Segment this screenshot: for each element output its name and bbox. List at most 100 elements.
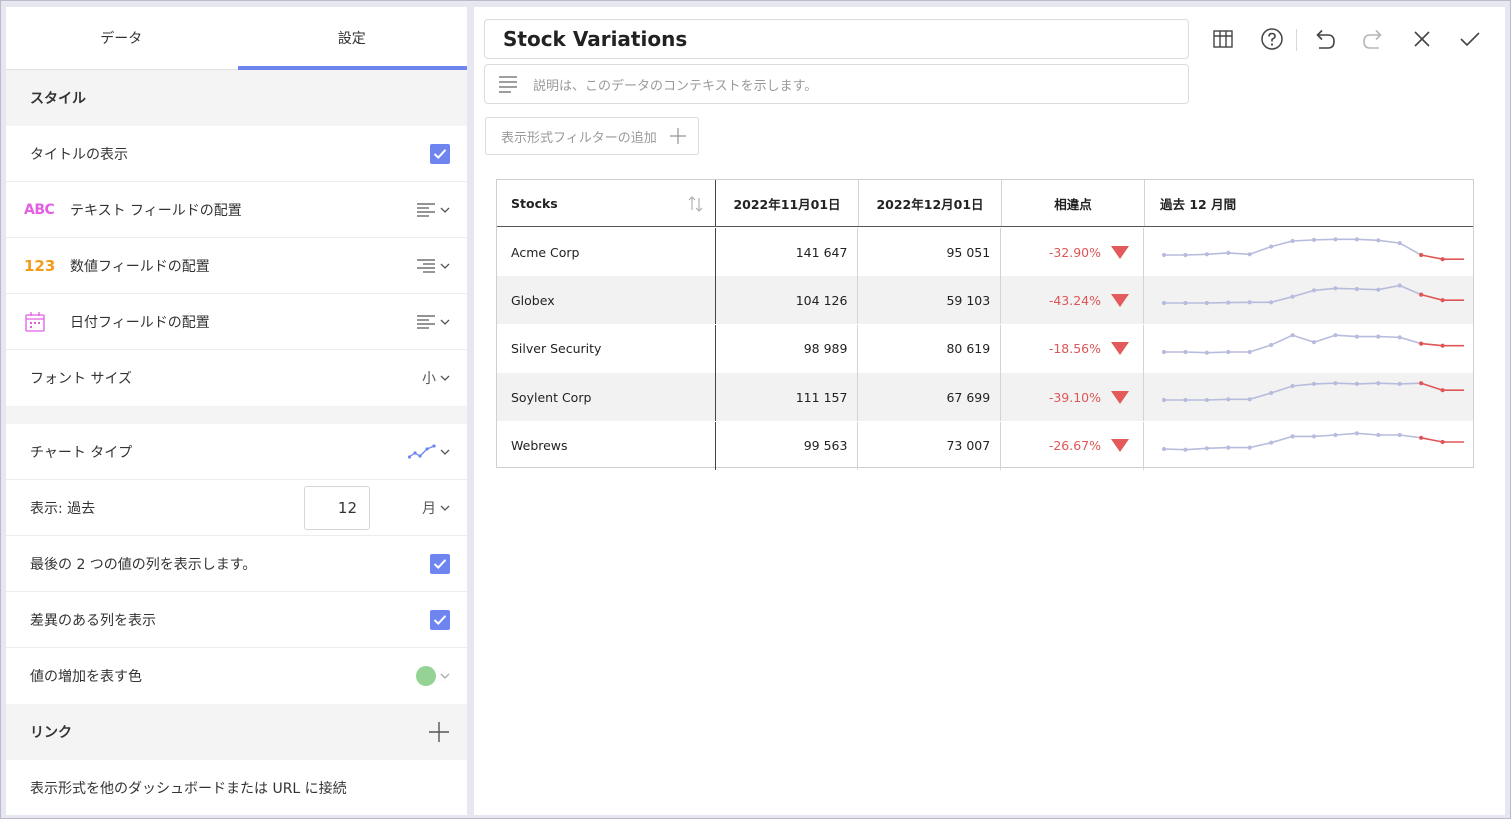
check-icon: [1460, 32, 1480, 47]
table-row[interactable]: Webrews 99 563 73 007 -26.67%: [497, 421, 1473, 470]
add-filter-button[interactable]: 表示形式フィルターの追加: [485, 117, 699, 155]
sparkline-point: [1440, 298, 1445, 303]
sparkline-cell: [1144, 422, 1473, 470]
sparkline-point: [1269, 342, 1274, 347]
increase-color-row[interactable]: 値の増加を表す色: [6, 648, 467, 704]
number-field-alignment-label: 数値フィールドの配置: [70, 258, 210, 275]
sparkline-point: [1440, 388, 1445, 393]
chevron-down-icon: [440, 375, 450, 381]
sparkline-point: [1290, 294, 1295, 300]
sparkline-point: [1440, 257, 1445, 262]
sparkline-point: [1397, 283, 1402, 288]
show-last-two-row: 最後の 2 つの値の列を表示します。: [6, 536, 467, 592]
align-right-icon: [417, 258, 435, 273]
add-link-icon[interactable]: [428, 721, 450, 743]
font-size-dropdown[interactable]: 小: [422, 368, 450, 388]
show-last-two-label: 最後の 2 つの値の列を表示します。: [30, 556, 257, 573]
sparkline-point: [1161, 349, 1167, 354]
sparkline-point: [1311, 339, 1317, 345]
sparkline-point: [1269, 391, 1274, 396]
sparkline-cell: [1144, 325, 1473, 373]
text-align-dropdown[interactable]: [416, 202, 450, 218]
style-section-header: スタイル: [6, 70, 467, 126]
close-button[interactable]: [1408, 25, 1436, 53]
chevron-down-icon: [440, 263, 450, 269]
panel-tabs: データ 設定: [6, 7, 467, 70]
title-input[interactable]: Stock Variations: [484, 19, 1189, 59]
sparkline-point: [1419, 341, 1424, 346]
link-description-row: 表示形式を他のダッシュボードまたは URL に接続: [6, 760, 467, 815]
number-align-dropdown[interactable]: [416, 258, 450, 274]
column-header-date2[interactable]: 2022年12月01日: [859, 180, 1002, 226]
sort-icon[interactable]: [687, 195, 705, 213]
chevron-down-icon: [440, 449, 450, 455]
sparkline-point: [1419, 252, 1424, 258]
down-triangle-icon: [1111, 439, 1129, 453]
text-field-alignment-row[interactable]: ABC テキスト フィールドの配置: [6, 182, 467, 238]
tab-settings[interactable]: 設定: [337, 31, 366, 47]
display-past-input[interactable]: 12: [304, 486, 370, 530]
sparkline-point: [1419, 381, 1424, 386]
column-header-stocks[interactable]: Stocks: [497, 180, 716, 226]
show-last-two-checkbox[interactable]: [430, 553, 450, 574]
sparkline-point: [1183, 301, 1188, 306]
down-triangle-icon: [1111, 390, 1129, 404]
chart-type-row[interactable]: チャート タイプ: [6, 424, 467, 480]
display-past-value: 12: [337, 499, 357, 517]
plus-icon: [670, 128, 686, 144]
display-past-label: 表示: 過去: [30, 500, 96, 517]
table-row[interactable]: Silver Security 98 989 80 619 -18.56%: [497, 324, 1473, 373]
undo-button[interactable]: [1311, 25, 1339, 53]
tab-data[interactable]: データ: [100, 31, 143, 47]
period-unit-dropdown[interactable]: 月: [422, 498, 450, 518]
description-input[interactable]: 説明は、このデータのコンテキストを示します。: [484, 64, 1189, 104]
number-field-alignment-row[interactable]: 123 数値フィールドの配置: [6, 238, 467, 294]
sparkline-point: [1269, 440, 1274, 445]
column-header-date1[interactable]: 2022年11月01日: [716, 180, 859, 226]
align-left-icon: [417, 202, 435, 217]
increase-color-picker[interactable]: [416, 666, 450, 686]
sparkline-point: [1376, 381, 1381, 386]
color-swatch: [416, 666, 436, 686]
sparkline-point: [1183, 349, 1188, 354]
show-title-row: タイトルの表示: [6, 126, 467, 182]
redo-button[interactable]: [1359, 25, 1387, 53]
table-view-button[interactable]: [1209, 25, 1237, 53]
difference-cell: -43.24%: [1001, 276, 1144, 325]
sparkline-point: [1290, 433, 1295, 439]
sparkline-point: [1311, 288, 1317, 293]
table-row[interactable]: Globex 104 126 59 103 -43.24%: [497, 276, 1473, 325]
check-icon: [433, 614, 447, 625]
sparkline-point: [1333, 381, 1338, 386]
column-header-trend[interactable]: 過去 12 月間: [1160, 196, 1237, 212]
sparkline-point: [1376, 238, 1381, 243]
font-size-row[interactable]: フォント サイズ 小: [6, 350, 467, 406]
column-header-difference[interactable]: 相違点: [1002, 180, 1145, 226]
sparkline-point: [1247, 397, 1252, 402]
date-field-alignment-row[interactable]: 日付フィールドの配置: [6, 294, 467, 350]
sparkline-point: [1376, 287, 1381, 293]
chevron-down-icon: [440, 207, 450, 213]
sparkline-point: [1333, 432, 1338, 437]
chart-type-dropdown[interactable]: [408, 443, 450, 460]
sparkline-chart: [1161, 430, 1464, 452]
sparkline-point: [1333, 237, 1338, 242]
show-title-checkbox[interactable]: [430, 143, 450, 164]
confirm-button[interactable]: [1456, 25, 1484, 53]
help-button[interactable]: [1258, 25, 1286, 53]
sparkline-point: [1247, 300, 1252, 305]
link-section-title: リンク: [30, 725, 72, 741]
sparkline-point: [1397, 334, 1402, 340]
link-description: 表示形式を他のダッシュボードまたは URL に接続: [30, 781, 347, 797]
period-unit-value: 月: [422, 500, 436, 517]
difference-cell: -18.56%: [1001, 324, 1144, 373]
down-triangle-icon: [1111, 342, 1129, 356]
sparkline-point: [1419, 435, 1424, 440]
table-row[interactable]: Soylent Corp 111 157 67 699 -39.10%: [497, 373, 1473, 422]
date-align-dropdown[interactable]: [416, 314, 450, 330]
align-left-icon: [417, 314, 435, 329]
show-diff-checkbox[interactable]: [430, 609, 450, 630]
text-type-icon: ABC: [24, 201, 55, 218]
table-row[interactable]: Acme Corp 141 647 95 051 -32.90%: [497, 228, 1473, 276]
show-diff-label: 差異のある列を表示: [30, 612, 156, 629]
